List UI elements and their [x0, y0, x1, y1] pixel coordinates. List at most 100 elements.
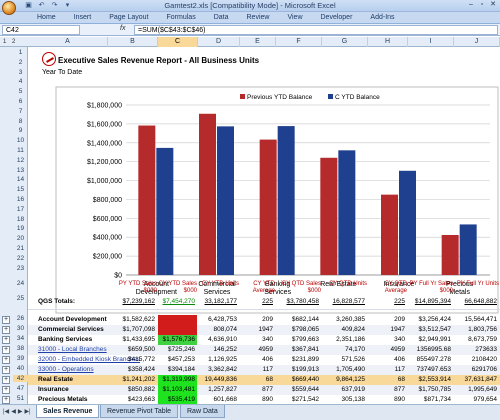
column-j[interactable]: J — [454, 37, 500, 47]
table-cell[interactable]: $3,256,424 — [418, 316, 451, 323]
row-number[interactable]: 16 — [16, 196, 25, 203]
row-number[interactable]: 23 — [16, 264, 25, 272]
table-row[interactable]: Account Development $1,582,622 $1,345,854 6… — [28, 315, 500, 325]
table-cell[interactable]: 8,673,759 — [468, 336, 497, 343]
table-cell[interactable]: 1947 — [258, 326, 273, 333]
table-cell[interactable]: 406 — [394, 356, 405, 363]
table-row[interactable]: Commercial Services $1,707,098 $1,573,782 8… — [28, 325, 500, 335]
row-number[interactable]: 20 — [16, 235, 25, 243]
table-cell[interactable]: $1,576,736 — [158, 335, 197, 345]
table-cell[interactable]: $1,345,854 — [158, 315, 197, 325]
table-cell[interactable]: 2,351,186 — [336, 336, 365, 343]
table-cell[interactable]: $231,899 — [291, 356, 319, 363]
row-number[interactable]: 14 — [16, 176, 25, 184]
table-cell[interactable]: 146,252 — [213, 346, 238, 353]
table-cell[interactable]: $535,419 — [158, 395, 197, 405]
row-label[interactable]: 33000 - Operations — [38, 366, 94, 373]
table-cell[interactable]: $1,750,785 — [418, 386, 451, 393]
column-g[interactable]: G — [322, 37, 368, 47]
table-cell[interactable]: 1356995.68 — [416, 346, 451, 353]
table-cell[interactable]: $271,542 — [291, 396, 319, 403]
table-cell[interactable]: $682,144 — [291, 316, 319, 323]
expand-group-icon[interactable]: + — [2, 376, 10, 384]
table-cell[interactable]: $799,663 — [291, 336, 319, 343]
row-number[interactable]: 22 — [16, 254, 25, 262]
table-cell[interactable]: 737497.653 — [416, 366, 451, 373]
table-cell[interactable]: 1,705,490 — [336, 366, 365, 373]
row-number[interactable]: 13 — [16, 166, 25, 174]
row-number[interactable]: 12 — [16, 156, 25, 164]
row-number[interactable]: 5 — [18, 88, 23, 96]
row-number[interactable]: 51 — [16, 395, 25, 402]
row-number[interactable]: 15 — [16, 186, 25, 194]
row-label[interactable]: 31000 - Local Branches — [38, 346, 107, 353]
row-number[interactable]: 40 — [16, 365, 25, 372]
column-c[interactable]: C — [158, 37, 198, 47]
table-cell[interactable]: 340 — [262, 336, 273, 343]
table-cell[interactable]: $457,253 — [167, 356, 195, 363]
table-cell[interactable]: 808,074 — [213, 326, 238, 333]
row-number[interactable]: 11 — [17, 147, 24, 154]
table-cell[interactable]: $358,424 — [127, 366, 155, 373]
table-cell[interactable]: 117 — [262, 366, 273, 373]
table-cell[interactable]: 571,526 — [341, 356, 366, 363]
row-number[interactable]: 3 — [18, 68, 23, 76]
totals-row[interactable]: QGS Totals: $7,239,162 $7,454,270 33,182,17… — [28, 297, 500, 307]
expand-group-icon[interactable]: + — [2, 396, 10, 404]
row-number[interactable]: 17 — [16, 205, 25, 213]
row-label[interactable]: 32000 - Embedded Kiosk Branches — [38, 356, 141, 363]
table-cell[interactable]: 890 — [394, 396, 405, 403]
expand-group-icon[interactable]: + — [2, 326, 10, 334]
table-row[interactable]: Precious Metals $423,663 $535,419 601,668 89… — [28, 395, 500, 405]
table-cell[interactable]: $7,454,270 — [162, 298, 195, 305]
tab-developer[interactable]: Developer — [320, 14, 353, 21]
next-sheet-icon[interactable]: ▶ — [17, 409, 23, 415]
table-cell[interactable]: $559,644 — [291, 386, 319, 393]
table-cell[interactable]: $1,103,481 — [158, 385, 197, 395]
row-number[interactable]: 18 — [16, 215, 25, 223]
table-cell[interactable]: 1,803,756 — [468, 326, 497, 333]
table-cell[interactable]: $1,707,098 — [122, 326, 155, 333]
table-cell[interactable]: $850,882 — [127, 386, 155, 393]
formula-input[interactable]: =SUM($C$43:$C$46) — [134, 25, 498, 35]
table-cell[interactable]: 305,138 — [341, 396, 366, 403]
row-number[interactable]: 42 — [13, 375, 28, 382]
table-cell[interactable]: 637,919 — [341, 386, 366, 393]
table-row[interactable]: 33000 - Operations $358,424 $394,184 3,362,… — [28, 365, 500, 375]
office-button[interactable] — [2, 1, 16, 15]
tab-review[interactable]: Review — [246, 14, 270, 21]
expand-group-icon[interactable]: + — [2, 356, 10, 364]
table-cell[interactable]: 66,648,882 — [464, 298, 497, 305]
table-cell[interactable]: $1,319,998 — [158, 375, 197, 385]
expand-group-icon[interactable]: + — [2, 316, 10, 324]
table-cell[interactable]: 406 — [262, 356, 273, 363]
customize-toolbar-icon[interactable]: ▾ — [65, 2, 70, 9]
table-cell[interactable]: $2,553,914 — [418, 376, 451, 383]
table-cell[interactable]: $3,512,547 — [418, 326, 451, 333]
prev-sheet-icon[interactable]: ◀ — [11, 409, 16, 415]
redo-icon[interactable]: ↷ — [51, 2, 58, 9]
table-row[interactable]: 32000 - Embedded Kiosk Branches $415,772 $… — [28, 355, 500, 365]
column-i[interactable]: I — [408, 37, 454, 47]
table-cell[interactable]: 37,631,847 — [464, 376, 497, 383]
row-number[interactable]: 47 — [16, 385, 25, 392]
sales-chart[interactable]: $0 $200,000 $400,000 $600,000 $800,000 $1,000… — [54, 85, 500, 315]
table-cell[interactable]: 4959 — [258, 346, 273, 353]
row-number[interactable]: 19 — [16, 225, 25, 233]
table-cell[interactable]: 601,668 — [213, 396, 238, 403]
expand-group-icon[interactable]: + — [2, 336, 10, 344]
column-b[interactable]: B — [108, 37, 158, 47]
expand-group-icon[interactable]: + — [2, 366, 10, 374]
table-cell[interactable]: $2,949,991 — [418, 336, 451, 343]
table-cell[interactable]: 1,995,649 — [468, 386, 497, 393]
table-cell[interactable]: 15,564,471 — [464, 316, 497, 323]
row-number[interactable]: 38 — [16, 345, 25, 352]
table-cell[interactable]: 273633 — [475, 346, 497, 353]
table-cell[interactable]: 16,828,577 — [332, 298, 365, 305]
table-cell[interactable]: 409,824 — [341, 326, 366, 333]
table-cell[interactable]: $1,573,782 — [158, 325, 197, 335]
table-row[interactable]: 31000 - Local Branches $659,500 $725,246 14… — [28, 345, 500, 355]
table-cell[interactable]: $725,246 — [167, 346, 195, 353]
table-cell[interactable]: 68 — [397, 376, 405, 383]
table-cell[interactable]: 33,182,177 — [204, 298, 237, 305]
